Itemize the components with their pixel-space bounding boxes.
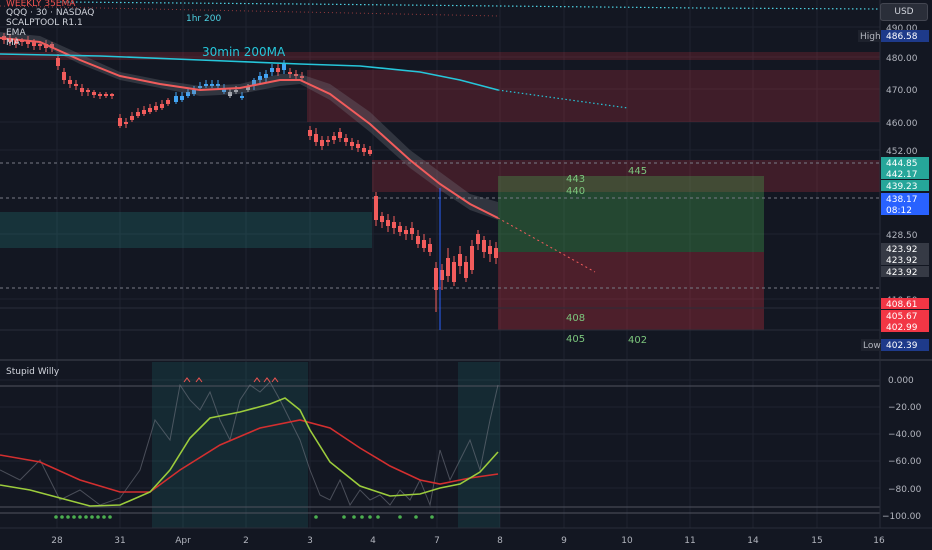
price-tag-text: 08:12: [886, 206, 912, 216]
price-tag: 423.92: [881, 266, 929, 278]
price-tag-text: 423.92: [886, 245, 918, 255]
osc-green-line: [0, 397, 499, 507]
hr200-dotted-line: [59, 1, 881, 10]
price-tag-text: 442.17: [886, 170, 918, 180]
high-value: 486.58: [886, 32, 918, 42]
weekly-ema-dotted: [0, 5, 501, 17]
price-tag: 08:12: [881, 204, 929, 216]
price-tag: 408.61: [881, 298, 929, 310]
time-axis[interactable]: 28 31 Apr 2 3 4 7 8 9 10 11 14 15 16: [51, 536, 885, 546]
time-tick: 31: [114, 536, 125, 546]
time-tick: 8: [497, 536, 503, 546]
ema-projection-dotted: [497, 217, 596, 273]
price-tag-text: 438.17: [886, 195, 918, 205]
time-tick: 9: [561, 536, 567, 546]
weekly-ema-label: WEEKLY 35EMA: [6, 0, 76, 8]
oscillator-title[interactable]: Stupid Willy: [6, 367, 60, 377]
level-443: 443: [566, 174, 585, 185]
currency-button[interactable]: USD: [880, 3, 928, 21]
time-tick: 10: [621, 536, 633, 546]
indicator-ema[interactable]: EMA: [6, 28, 26, 38]
price-tag-text: 408.61: [886, 300, 918, 310]
ema-ribbon: [0, 32, 498, 220]
short-target-zone: [498, 252, 764, 330]
ma200-label: 30min 200MA: [202, 45, 286, 59]
price-tag: 402.99: [881, 321, 929, 333]
supply-zone-mid: [372, 160, 880, 192]
osc-tick: −80.00: [888, 485, 922, 495]
time-tick: 4: [370, 536, 376, 546]
time-tick: 14: [747, 536, 759, 546]
time-tick: 2: [243, 536, 249, 546]
time-tick: Apr: [175, 536, 191, 546]
osc-raw-line: [0, 381, 499, 507]
osc-red-line: [0, 419, 499, 493]
time-tick: 16: [873, 536, 885, 546]
price-tag-text: 444.85: [886, 159, 918, 169]
low-label: Low: [863, 341, 881, 351]
hr200-label: 1hr 200: [186, 14, 221, 24]
time-tick: 3: [307, 536, 313, 546]
level-405: 405: [566, 334, 585, 345]
price-tag: 405.67: [881, 310, 929, 322]
low-tag: Low 402.39: [861, 339, 929, 351]
price-tag-text: 402.99: [886, 323, 918, 333]
price-tag: 439.23: [881, 180, 929, 192]
price-tag: 423.92: [881, 243, 929, 255]
level-labels: 443 445 440 408 405 402: [566, 166, 647, 346]
price-tag-text: 423.92: [886, 268, 918, 278]
time-tick: 11: [684, 536, 695, 546]
price-candles: [2, 33, 498, 312]
ma200-cyan-line: [0, 53, 499, 91]
high-tag: High 486.58: [858, 30, 929, 42]
osc-tick: −20.00: [888, 403, 922, 413]
ema-red-line: [0, 37, 499, 219]
price-tag-text: 439.23: [886, 182, 918, 192]
oscillator-pane: [0, 362, 880, 528]
ma200-projection-dotted: [497, 89, 629, 109]
chart-legend: WEEKLY 35EMA QQQ · 30 · NASDAQ SCALPTOOL…: [6, 0, 94, 48]
price-tick: 490.00: [886, 24, 918, 34]
demand-zone-left: [0, 212, 372, 248]
price-tick: 470.00: [886, 86, 918, 96]
level-408: 408: [566, 313, 585, 324]
osc-signal-dots: [54, 515, 434, 519]
price-tick: 460.00: [886, 119, 918, 129]
supply-zone-upper: [307, 70, 880, 122]
osc-top-markers: [183, 377, 279, 383]
price-tag: 423.92: [881, 254, 929, 266]
zone-boxes: [0, 52, 880, 330]
osc-tick: −60.00: [888, 457, 922, 467]
price-tag-text: 405.67: [886, 312, 918, 322]
price-tag: 444.85: [881, 157, 929, 169]
supply-zone-top: [0, 52, 880, 60]
price-tick: 428.50: [886, 231, 918, 241]
indicator-scalptool[interactable]: SCALPTOOL R1.1: [6, 18, 83, 28]
price-tick: 480.00: [886, 54, 918, 64]
price-tag: 442.17: [881, 168, 929, 180]
time-tick: 28: [51, 536, 63, 546]
indicator-ma[interactable]: MA: [6, 38, 20, 48]
price-tick: 452.00: [886, 147, 918, 157]
price-tag-text: 423.92: [886, 256, 918, 266]
osc-tick: 0.000: [888, 376, 914, 386]
level-402: 402: [628, 335, 647, 346]
osc-highlight-2: [458, 362, 500, 528]
time-tick: 7: [434, 536, 440, 546]
low-value: 402.39: [886, 341, 918, 351]
high-label: High: [860, 32, 881, 42]
level-440: 440: [566, 186, 585, 197]
time-tick: 15: [811, 536, 822, 546]
level-445: 445: [628, 166, 647, 177]
osc-tick: −40.00: [888, 430, 922, 440]
price-tag: 438.17: [881, 193, 929, 205]
long-target-zone: [498, 176, 764, 252]
osc-axis: 0.000 −20.00 −40.00 −60.00 −80.00 −100.0…: [882, 376, 922, 522]
price-tags: 444.85442.17439.23438.1708:12423.92423.9…: [881, 157, 929, 333]
symbol-title[interactable]: QQQ · 30 · NASDAQ: [6, 8, 95, 18]
osc-tick: −100.00: [882, 512, 921, 522]
osc-highlight-1: [152, 362, 308, 528]
